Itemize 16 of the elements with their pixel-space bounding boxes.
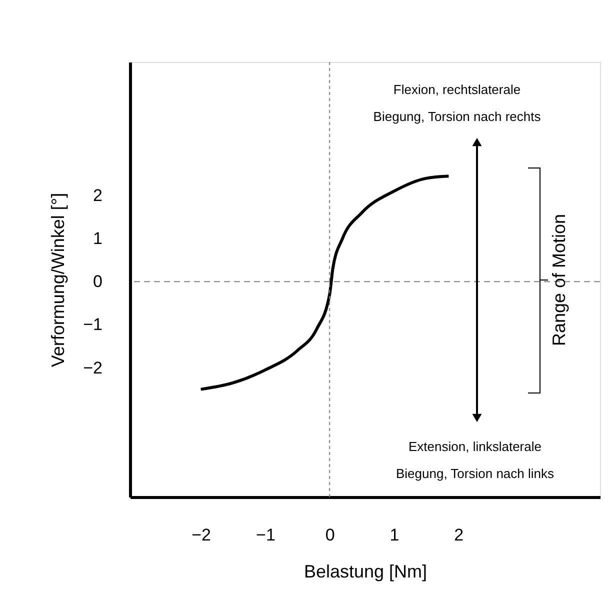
y-tick-label: −2 (83, 358, 102, 378)
x-tick-label: 2 (454, 526, 464, 544)
annotation: Extension, linkslaterale Biegung, Torsion nach links (396, 439, 555, 481)
x-axis-title: Belastung [Nm] (304, 562, 428, 582)
annotation: Flexion, rechtslaterale Biegung, Torsion nach rechts (373, 82, 542, 124)
y-tick-label: 1 (93, 229, 102, 248)
y-tick-label: −1 (83, 315, 102, 334)
x-tick-label: 1 (390, 526, 400, 544)
y-tick-label: 2 (93, 186, 102, 206)
x-tick-label: 0 (325, 526, 335, 544)
y-axis-title: Verformung/Winkel [°] (48, 192, 68, 368)
y-tick-label: 0 (93, 272, 102, 292)
x-tick-label: −1 (256, 526, 276, 544)
x-tick-label: −2 (192, 526, 212, 544)
line-series (199, 174, 450, 391)
annotation: Range of Motion (549, 214, 569, 346)
